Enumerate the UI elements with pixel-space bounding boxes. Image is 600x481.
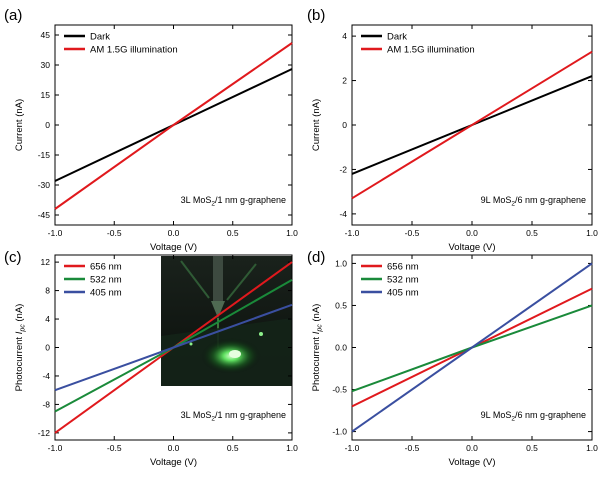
x-tick-label: 0.5 (526, 443, 538, 453)
panel-a: (a) -1.0 -0.5 0.0 0.5 1.0 -45 -30 -15 0 15 30 45 Volt… (4, 7, 298, 253)
panel-letter: (d) (307, 249, 325, 266)
series-line-405-nm (351, 262, 593, 433)
x-tick-label: 0.0 (168, 228, 180, 238)
series-line-am-1-5g-illumination (351, 50, 593, 200)
y-tick-label: -15 (38, 150, 51, 160)
y-tick-label: 30 (41, 60, 51, 70)
x-tick-label: 0.5 (526, 228, 538, 238)
y-tick-label: 4 (342, 31, 347, 41)
x-axis-title: Voltage (V) (449, 457, 496, 468)
legend-label: 532 nm (387, 275, 419, 286)
probe-body (213, 256, 223, 301)
x-tick-label: 0.0 (466, 443, 478, 453)
y-tick-label: 0 (342, 120, 347, 130)
x-tick-label: 1.0 (586, 228, 598, 238)
legend-label: 656 nm (90, 262, 122, 273)
legend-label: AM 1.5G illumination (90, 45, 178, 56)
probe-tip (211, 301, 225, 318)
y-tick-label: 0.0 (335, 343, 347, 353)
y-tick-label: 8 (45, 286, 50, 296)
y-axis-title: Current (nA) (311, 99, 322, 151)
x-tick-label: 0.5 (227, 443, 239, 453)
y-tick-label: 45 (41, 30, 51, 40)
y-tick-label: -45 (38, 210, 51, 220)
panel-letter: (b) (307, 7, 325, 24)
probe-arm-right (226, 263, 257, 301)
x-axis-title: Voltage (V) (150, 457, 197, 468)
panel-c: (c) -1.0 -0.5 0.0 0.5 1.0 -12 -8 -4 0 4 8 12 Voltage … (4, 249, 298, 468)
legend-label: Dark (90, 32, 110, 43)
legend-label: AM 1.5G illumination (387, 45, 475, 56)
y-tick-label: 0.5 (335, 300, 347, 310)
series-line-405-nm (54, 303, 293, 392)
x-tick-label: 0.0 (466, 228, 478, 238)
x-tick-label: -1.0 (48, 443, 63, 453)
y-tick-label: -12 (38, 428, 51, 438)
x-tick-label: 1.0 (586, 443, 598, 453)
x-tick-label: -0.5 (405, 228, 420, 238)
y-tick-label: 4 (45, 314, 50, 324)
x-tick-label: 1.0 (286, 228, 298, 238)
probe-arm-left (180, 260, 210, 299)
y-tick-label: 12 (41, 257, 51, 267)
y-axis-title: Current (nA) (14, 99, 25, 151)
sample-annotation: 3L MoS2/1 nm g-graphene (181, 195, 286, 208)
x-tick-label: -1.0 (48, 228, 63, 238)
y-tick-label: 15 (41, 90, 51, 100)
panel-letter: (a) (4, 7, 22, 24)
x-tick-label: 0.5 (227, 228, 239, 238)
y-tick-label: -8 (42, 399, 50, 409)
x-tick-label: -1.0 (345, 443, 360, 453)
y-tick-label: -4 (42, 371, 50, 381)
x-tick-label: -0.5 (405, 443, 420, 453)
x-tick-label: -0.5 (107, 228, 122, 238)
sample-annotation: 3L MoS2/1 nm g-graphene (181, 410, 286, 423)
panel-b: (b) -1.0 -0.5 0.0 0.5 1.0 -4 -2 0 2 4 Voltage (V) Cu… (307, 7, 598, 253)
legend-label: 405 nm (387, 288, 419, 299)
y-tick-label: -2 (339, 164, 347, 174)
sample-annotation: 9L MoS2/6 nm g-graphene (481, 410, 586, 423)
y-tick-label: -30 (38, 180, 51, 190)
x-axis-title: Voltage (V) (449, 242, 496, 253)
x-axis-title: Voltage (V) (150, 242, 197, 253)
reflection-dot (189, 342, 193, 346)
y-tick-label: -1.0 (332, 427, 347, 437)
y-axis-title: Photocurrent Ipc (nA) (14, 304, 27, 392)
y-tick-label: 1.0 (335, 258, 347, 268)
legend-label: 656 nm (387, 262, 419, 273)
x-tick-label: 0.0 (168, 443, 180, 453)
legend-label: 532 nm (90, 275, 122, 286)
y-tick-label: -0.5 (332, 385, 347, 395)
x-tick-label: 1.0 (286, 443, 298, 453)
x-tick-label: -1.0 (345, 228, 360, 238)
panel-letter: (c) (4, 249, 22, 266)
legend-label: 405 nm (90, 288, 122, 299)
y-axis-title: Photocurrent Ipc (nA) (311, 304, 324, 392)
y-tick-label: 2 (342, 76, 347, 86)
legend-label: Dark (387, 32, 407, 43)
x-tick-label: -0.5 (107, 443, 122, 453)
sample-annotation: 9L MoS2/6 nm g-graphene (481, 195, 586, 208)
reflection-dot (259, 332, 263, 336)
panel-d: (d) -1.0 -0.5 0.0 0.5 1.0 -1.0 -0.5 0.0 0.5 1.0 Vol… (307, 249, 598, 468)
laser-core (229, 350, 241, 358)
series-line-am-1-5g-illumination (54, 42, 293, 210)
y-tick-label: 0 (45, 343, 50, 353)
y-tick-label: -4 (339, 209, 347, 219)
y-tick-label: 0 (45, 120, 50, 130)
